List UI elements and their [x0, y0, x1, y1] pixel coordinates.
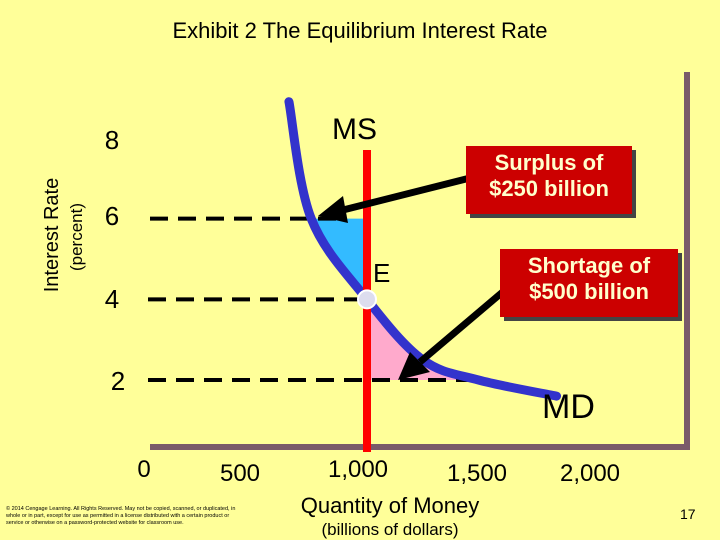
shortage-callout: Shortage of $500 billion — [500, 249, 678, 317]
x-tick-0: 0 — [137, 456, 150, 483]
page-number: 17 — [680, 506, 696, 522]
y-tick-6: 6 — [105, 201, 119, 231]
surplus-arrow-line — [342, 174, 471, 214]
x-tick-500: 500 — [220, 460, 260, 487]
y-tick-4: 4 — [105, 284, 119, 314]
x-tick-1500: 1,500 — [447, 460, 507, 487]
md-label: MD — [542, 388, 595, 426]
shortage-arrow-head — [398, 352, 430, 380]
curve-layer — [284, 97, 562, 452]
y-tick-2: 2 — [111, 366, 125, 396]
x-axis-sublabel: (billions of dollars) — [321, 520, 459, 539]
surplus-callout: Surplus of $250 billion — [466, 146, 632, 214]
surplus-callout-line1: Surplus of — [494, 150, 604, 175]
shortage-arrow-line — [417, 287, 508, 365]
shortage-region — [367, 299, 479, 380]
x-tick-1000: 1,000 — [328, 456, 388, 483]
shortage-callout-line1: Shortage of — [527, 253, 651, 278]
x-tick-2000: 2,000 — [560, 460, 620, 487]
equilibrium-point — [357, 289, 377, 310]
ms-label: MS — [332, 113, 377, 146]
surplus-callout-line2: $250 billion — [489, 176, 609, 201]
dash-layer — [148, 216, 475, 382]
equilibrium-label: E — [373, 258, 390, 288]
md-curve — [284, 97, 562, 401]
chart-title: Exhibit 2 The Equilibrium Interest Rate — [172, 18, 548, 43]
copyright-notice: © 2014 Cengage Learning. All Rights Rese… — [6, 506, 236, 526]
surplus-arrow-head — [318, 196, 348, 223]
shortage-callout-line2: $500 billion — [529, 279, 649, 304]
x-axis-label: Quantity of Money — [300, 493, 480, 518]
y-tick-8: 8 — [105, 125, 119, 155]
